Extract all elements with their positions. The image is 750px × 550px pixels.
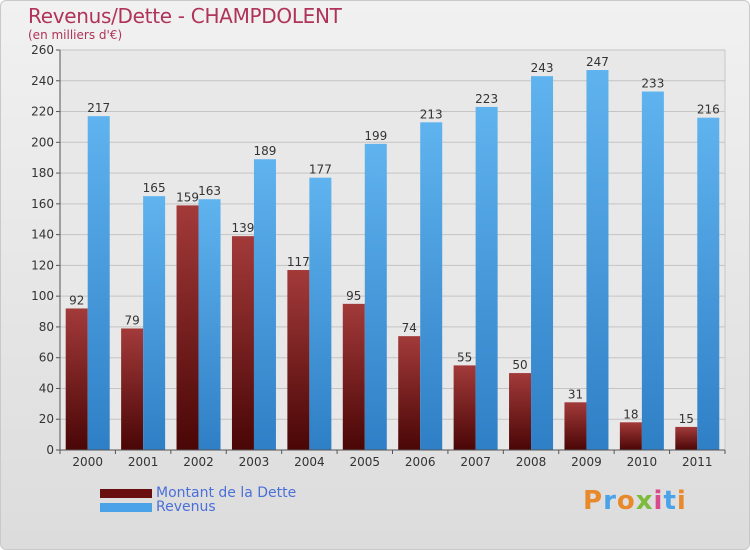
x-tick-label: 2002 (183, 455, 214, 469)
x-tick-label: 2006 (405, 455, 436, 469)
x-tick-label: 2010 (627, 455, 658, 469)
data-label: 189 (254, 144, 277, 158)
y-tick-label: 120 (31, 258, 54, 272)
x-tick-label: 2008 (516, 455, 547, 469)
y-tick-label: 40 (39, 381, 54, 395)
bar-revenus (475, 106, 498, 450)
y-tick-label: 20 (39, 412, 54, 426)
y-tick-label: 200 (31, 135, 54, 149)
y-tick-label: 0 (46, 443, 54, 457)
bar-debt (564, 402, 587, 450)
logo-letter: r (603, 486, 617, 516)
data-label: 165 (143, 181, 166, 195)
data-label: 15 (679, 412, 694, 426)
data-label: 95 (346, 289, 361, 303)
data-label: 50 (512, 358, 527, 372)
logo-letter: t (663, 486, 677, 516)
data-label: 243 (531, 61, 554, 75)
y-tick-label: 180 (31, 166, 54, 180)
data-label: 74 (402, 321, 417, 335)
data-label: 233 (641, 77, 664, 91)
bar-revenus (586, 70, 609, 450)
data-label: 117 (287, 255, 310, 269)
data-label: 177 (309, 163, 332, 177)
y-tick-label: 60 (39, 351, 54, 365)
logo-letter: x (635, 486, 654, 516)
legend-item-debt: Montant de la Dette (100, 485, 297, 501)
legend-swatch-revenus (100, 502, 152, 512)
plot-area (59, 49, 726, 451)
data-label: 92 (69, 293, 84, 307)
data-label: 213 (420, 107, 443, 121)
data-label: 159 (176, 190, 199, 204)
x-tick-label: 2004 (294, 455, 325, 469)
legend-label-debt: Montant de la Dette (156, 485, 297, 501)
y-tick-label: 80 (39, 320, 54, 334)
x-tick-label: 2005 (350, 455, 381, 469)
data-label: 247 (586, 55, 609, 69)
bar-revenus (198, 199, 221, 450)
data-label: 79 (124, 313, 139, 327)
logo-letter: o (616, 486, 636, 516)
bar-revenus (420, 122, 443, 451)
bar-debt (342, 303, 365, 450)
y-tick-label: 240 (31, 74, 54, 88)
x-tick-label: 2000 (72, 455, 103, 469)
chart-subtitle: (en milliers d'€) (28, 28, 123, 42)
legend-swatch-debt (100, 488, 152, 498)
x-tick-label: 2007 (460, 455, 491, 469)
bar-debt (231, 236, 254, 450)
bar-debt (509, 373, 532, 450)
logo-letter: P (583, 486, 604, 516)
bar-revenus (253, 159, 276, 450)
bar-revenus (531, 76, 554, 451)
logo-letter: i (653, 486, 664, 516)
data-label: 199 (364, 129, 387, 143)
bar-revenus (143, 196, 166, 450)
y-tick-label: 260 (31, 43, 54, 57)
bar-revenus (641, 91, 664, 451)
data-label: 223 (475, 92, 498, 106)
data-label: 31 (568, 387, 583, 401)
bar-revenus (309, 177, 332, 450)
bar-revenus (697, 117, 720, 450)
proxiti-logo: Proxiti (583, 486, 687, 516)
y-tick-label: 100 (31, 289, 54, 303)
data-label: 139 (232, 221, 255, 235)
x-tick-label: 2001 (128, 455, 159, 469)
legend-item-revenus: Revenus (100, 499, 216, 515)
bar-debt (176, 205, 199, 450)
x-tick-label: 2003 (239, 455, 270, 469)
x-tick-label: 2009 (571, 455, 602, 469)
bar-debt (619, 422, 642, 450)
bar-debt (675, 426, 698, 450)
bar-revenus (364, 143, 387, 450)
y-tick-label: 140 (31, 228, 54, 242)
bar-debt (121, 328, 144, 450)
x-tick-label: 2011 (682, 455, 713, 469)
y-tick-label: 160 (31, 197, 54, 211)
logo-letter: i (676, 486, 687, 516)
bar-debt (287, 270, 310, 450)
bar-revenus (87, 116, 110, 451)
data-label: 55 (457, 350, 472, 364)
data-label: 163 (198, 184, 221, 198)
y-tick-label: 220 (31, 105, 54, 119)
legend-label-revenus: Revenus (156, 499, 216, 515)
bar-debt (65, 308, 88, 450)
data-label: 216 (697, 103, 720, 117)
data-label: 18 (623, 407, 638, 421)
chart-title: Revenus/Dette - CHAMPDOLENT (28, 4, 342, 28)
data-label: 217 (87, 101, 110, 115)
bar-debt (398, 336, 421, 450)
bar-debt (453, 365, 476, 450)
